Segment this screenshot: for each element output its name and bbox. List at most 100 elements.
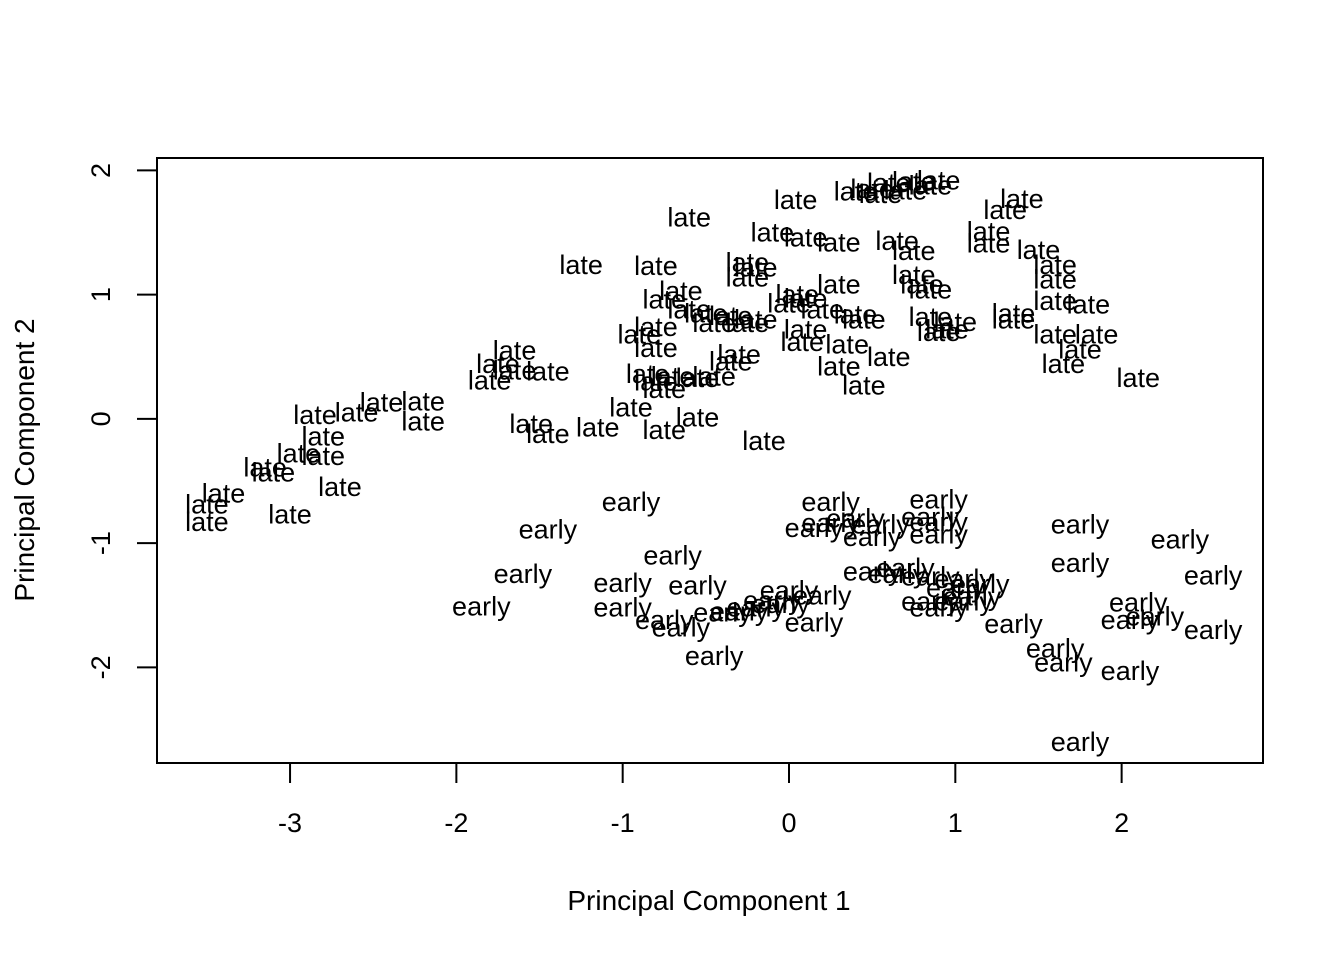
point-label-late: late [360, 388, 404, 418]
point-label-early: early [1184, 560, 1243, 590]
point-label-late: late [1033, 286, 1077, 316]
x-tick-label: 2 [1114, 808, 1129, 838]
point-label-late: late [726, 262, 770, 292]
point-label-early: early [909, 593, 968, 623]
point-label-early: early [785, 513, 844, 543]
y-axis: -2 -1 0 1 2 [86, 163, 158, 679]
point-label-late: late [1033, 250, 1077, 280]
point-label-early: early [668, 570, 727, 600]
point-label-early: early [494, 559, 553, 589]
point-label-early: early [760, 575, 819, 605]
point-label-late: late [634, 367, 678, 397]
point-label-early: early [926, 573, 985, 603]
point-label-late: late [992, 298, 1036, 328]
point-label-early: early [751, 589, 810, 619]
point-label-late: late [676, 403, 720, 433]
point-label-late: late [202, 478, 246, 508]
point-label-early: early [726, 593, 785, 623]
y-tick-label: 0 [86, 411, 116, 426]
point-label-early: early [951, 569, 1010, 599]
point-label-early: early [1034, 647, 1093, 677]
point-label-late: late [784, 223, 828, 253]
point-label-late: late [784, 314, 828, 344]
y-axis-title: Principal Component 2 [9, 318, 40, 601]
point-label-late: late [726, 247, 770, 277]
point-label-late: late [642, 374, 686, 404]
point-label-late: late [983, 195, 1027, 225]
point-label-late: late [774, 185, 818, 215]
point-label-late: late [726, 308, 770, 338]
point-label-late: late [642, 415, 686, 445]
point-label-late: late [626, 359, 670, 389]
point-label-late: late [493, 355, 537, 385]
point-label-early: early [593, 593, 652, 623]
point-label-late: late [967, 216, 1011, 246]
point-label-late: late [268, 500, 312, 530]
point-label-late: late [834, 177, 878, 207]
point-label-late: late [667, 295, 711, 325]
point-label-late: late [1075, 319, 1119, 349]
point-label-late: late [302, 421, 346, 451]
point-label-late: late [684, 298, 728, 328]
point-label-late: late [576, 413, 620, 443]
point-label-early: early [1051, 548, 1110, 578]
point-label-early: early [1101, 605, 1160, 635]
point-label-late: late [692, 308, 736, 338]
point-label-early: early [452, 591, 511, 621]
y-tick-label: -2 [86, 655, 116, 679]
point-label-early: early [868, 559, 927, 589]
point-label-early: early [643, 541, 702, 571]
point-label-early: early [1051, 727, 1110, 757]
point-label-late: late [781, 327, 825, 357]
point-label-late: late [185, 490, 229, 520]
point-label-late: late [642, 285, 686, 315]
point-label-late: late [734, 304, 778, 334]
point-label-late: late [909, 170, 953, 200]
point-label-late: late [884, 175, 928, 205]
y-tick-label: 1 [86, 287, 116, 302]
point-label-early: early [843, 522, 902, 552]
point-label-late: late [1017, 235, 1061, 265]
x-tick-label: -2 [444, 808, 468, 838]
point-label-early: early [602, 487, 661, 517]
point-label-late: late [634, 333, 678, 363]
point-label-early: early [909, 507, 968, 537]
point-label-late: late [293, 400, 337, 430]
y-tick-label: 2 [86, 163, 116, 178]
point-label-late: late [559, 250, 603, 280]
point-label-late: late [925, 314, 969, 344]
point-label-late: late [1058, 334, 1102, 364]
point-label-late: late [892, 260, 936, 290]
point-label-early: early [1126, 601, 1185, 631]
x-axis: -3 -2 -1 0 1 2 [278, 762, 1129, 838]
point-label-late: late [509, 409, 553, 439]
point-label-late: late [917, 165, 961, 195]
point-label-late: late [917, 317, 961, 347]
point-label-early: early [743, 585, 802, 615]
point-label-late: late [243, 452, 287, 482]
point-label-early: early [519, 514, 578, 544]
point-label-late: late [900, 270, 944, 300]
point-label-late: late [742, 426, 786, 456]
point-label-early: early [901, 502, 960, 532]
point-label-late: late [185, 507, 229, 537]
point-label-late: late [859, 179, 903, 209]
point-label-late: late [825, 329, 869, 359]
point-label-early: early [1109, 588, 1168, 618]
point-label-late: late [493, 336, 537, 366]
point-label-late: late [659, 276, 703, 306]
point-label-early: early [801, 487, 860, 517]
point-label-early: early [635, 605, 694, 635]
x-tick-label: 0 [781, 808, 796, 838]
point-label-early: early [710, 596, 769, 626]
point-label-early: early [785, 608, 844, 638]
point-label-early: early [984, 609, 1043, 639]
point-label-late: late [277, 439, 321, 469]
point-label-late: late [817, 227, 861, 257]
point-label-late: late [817, 352, 861, 382]
point-label-late: late [867, 342, 911, 372]
point-label-late: late [1000, 184, 1044, 214]
point-label-early: early [943, 582, 1002, 612]
point-label-late: late [618, 319, 662, 349]
point-label-late: late [892, 167, 936, 197]
